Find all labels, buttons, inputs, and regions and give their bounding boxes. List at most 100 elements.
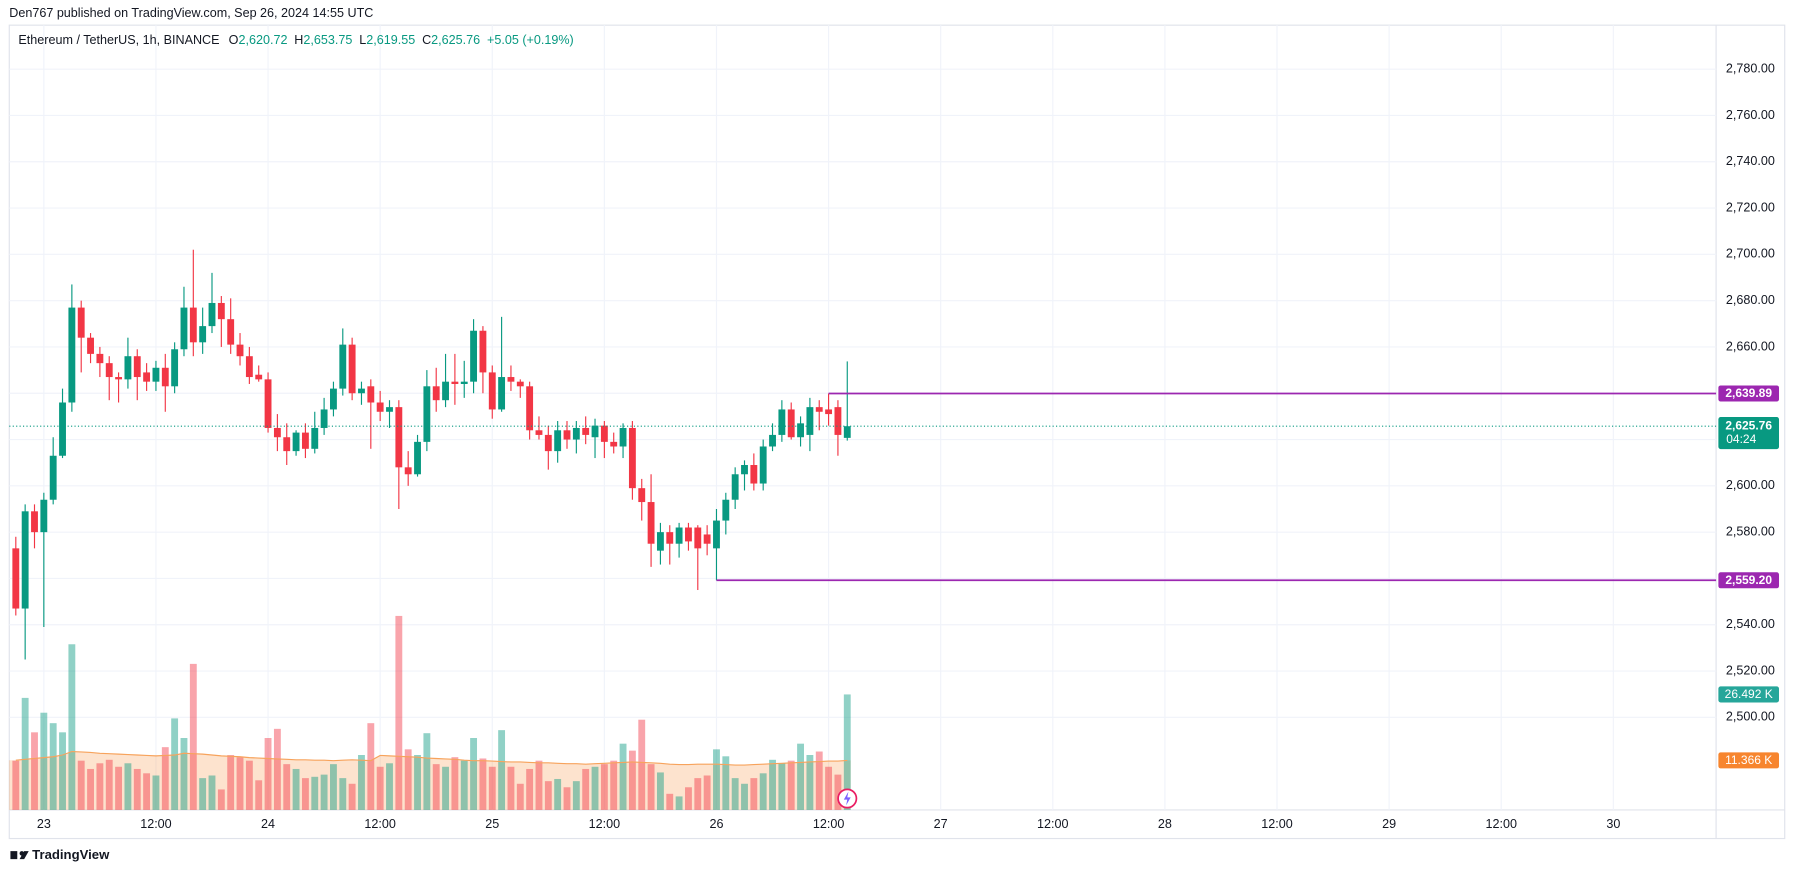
- candle-body: [563, 430, 571, 440]
- volume-bar: [722, 756, 730, 810]
- volume-bar: [330, 764, 337, 810]
- volume-bar: [526, 768, 534, 810]
- level-label: 2,559.20: [1725, 573, 1772, 587]
- chart-frame: [8, 24, 1786, 840]
- candle-body: [423, 386, 431, 442]
- volume-bar: [713, 749, 720, 810]
- x-tick-label: 29: [1382, 817, 1396, 831]
- candle-body: [442, 381, 449, 401]
- volume-bar: [451, 757, 459, 810]
- volume-bar: [49, 723, 57, 810]
- volume-bar: [544, 781, 552, 810]
- candle-body: [675, 527, 683, 544]
- candle-body: [217, 302, 225, 320]
- candle-body: [787, 409, 795, 438]
- volume-bar: [647, 764, 655, 810]
- ohlc-key: C: [422, 34, 431, 48]
- x-tick-label: 12:00: [1485, 817, 1516, 831]
- countdown: 04:24: [1726, 432, 1756, 446]
- candle-body: [59, 402, 66, 456]
- volume-bar: [759, 773, 767, 810]
- volume-bar: [376, 766, 384, 810]
- volume-bar: [806, 755, 814, 810]
- candle-body: [815, 407, 823, 412]
- candle-body: [189, 307, 197, 343]
- volume-bar: [208, 775, 216, 810]
- volume-bar: [40, 712, 48, 810]
- candle-body: [600, 425, 608, 442]
- candle-body: [311, 427, 319, 449]
- volume-bar: [189, 663, 197, 810]
- candle-body: [470, 330, 478, 382]
- volume-bar: [460, 760, 468, 810]
- candle-body: [414, 441, 421, 475]
- candle-body: [582, 427, 590, 435]
- volume-bar: [414, 755, 421, 810]
- volume-bar: [442, 766, 449, 810]
- volume-bar: [479, 758, 487, 810]
- candle-body: [750, 465, 758, 484]
- y-tick-label: 2,740.00: [1726, 154, 1775, 168]
- candle-body: [554, 430, 562, 452]
- candle-body: [432, 386, 440, 401]
- ohlc-key: L: [359, 34, 366, 48]
- candle-body: [460, 381, 468, 384]
- x-tick-label: 12:00: [140, 817, 171, 831]
- alert-icon: [843, 791, 851, 806]
- candle-body: [638, 488, 646, 503]
- candle-body: [843, 426, 851, 438]
- volume-bar: [628, 750, 636, 810]
- volume-bar: [554, 778, 562, 810]
- candle-body: [731, 474, 739, 500]
- ohlc-value: 2,619.55: [366, 34, 415, 48]
- published-line: Den767 published on TradingView.com, Sep…: [9, 6, 373, 20]
- volume-bar: [703, 775, 711, 810]
- candle-body: [769, 434, 776, 447]
- candle-body: [292, 432, 300, 452]
- volume-bar: [666, 793, 674, 810]
- candle-body: [12, 548, 20, 609]
- volume-bar: [152, 775, 160, 810]
- candle-body: [264, 379, 272, 428]
- x-tick-label: 30: [1606, 817, 1620, 831]
- candle-body: [544, 434, 552, 452]
- y-tick-label: 2,700.00: [1726, 247, 1775, 261]
- candle-body: [124, 356, 132, 380]
- candle-body: [49, 455, 57, 500]
- candle-body: [199, 326, 207, 343]
- volume-bar: [750, 778, 758, 810]
- candle-body: [358, 388, 365, 394]
- candle-body: [245, 356, 253, 378]
- volume-bar: [133, 768, 141, 810]
- axes: 2,500.002,520.002,540.002,560.002,580.00…: [37, 61, 1780, 831]
- candle-body: [96, 353, 104, 364]
- candle-body: [376, 402, 384, 412]
- candle-body: [526, 386, 534, 431]
- volume-bar: [675, 796, 683, 810]
- volume-bar: [339, 778, 347, 810]
- volume-bar: [264, 737, 272, 810]
- candle-body: [161, 367, 169, 387]
- candle-body: [40, 499, 48, 533]
- candle-body: [628, 427, 636, 489]
- volume-label-box: [1718, 752, 1780, 769]
- level-label-box: [1718, 385, 1780, 402]
- volume-bar: [535, 760, 543, 810]
- volume-bar: [470, 737, 478, 810]
- ohlc-key: H: [294, 34, 303, 48]
- candle-body: [703, 534, 711, 544]
- change: +5.05 (+0.19%): [487, 34, 574, 48]
- last-price-box: [1718, 417, 1780, 450]
- volume-bar: [273, 728, 281, 810]
- candle-body: [395, 407, 403, 468]
- volume-bar: [12, 760, 20, 810]
- volume-bar: [180, 737, 188, 810]
- candle-body: [778, 409, 786, 435]
- volume-label-box: [1718, 686, 1780, 703]
- volume-bar: [507, 766, 515, 810]
- brand: TradingView: [32, 847, 110, 862]
- volume-bar: [432, 764, 440, 810]
- volume-bar: [572, 781, 580, 810]
- volume-bar: [292, 768, 300, 810]
- volume-bar: [386, 763, 393, 810]
